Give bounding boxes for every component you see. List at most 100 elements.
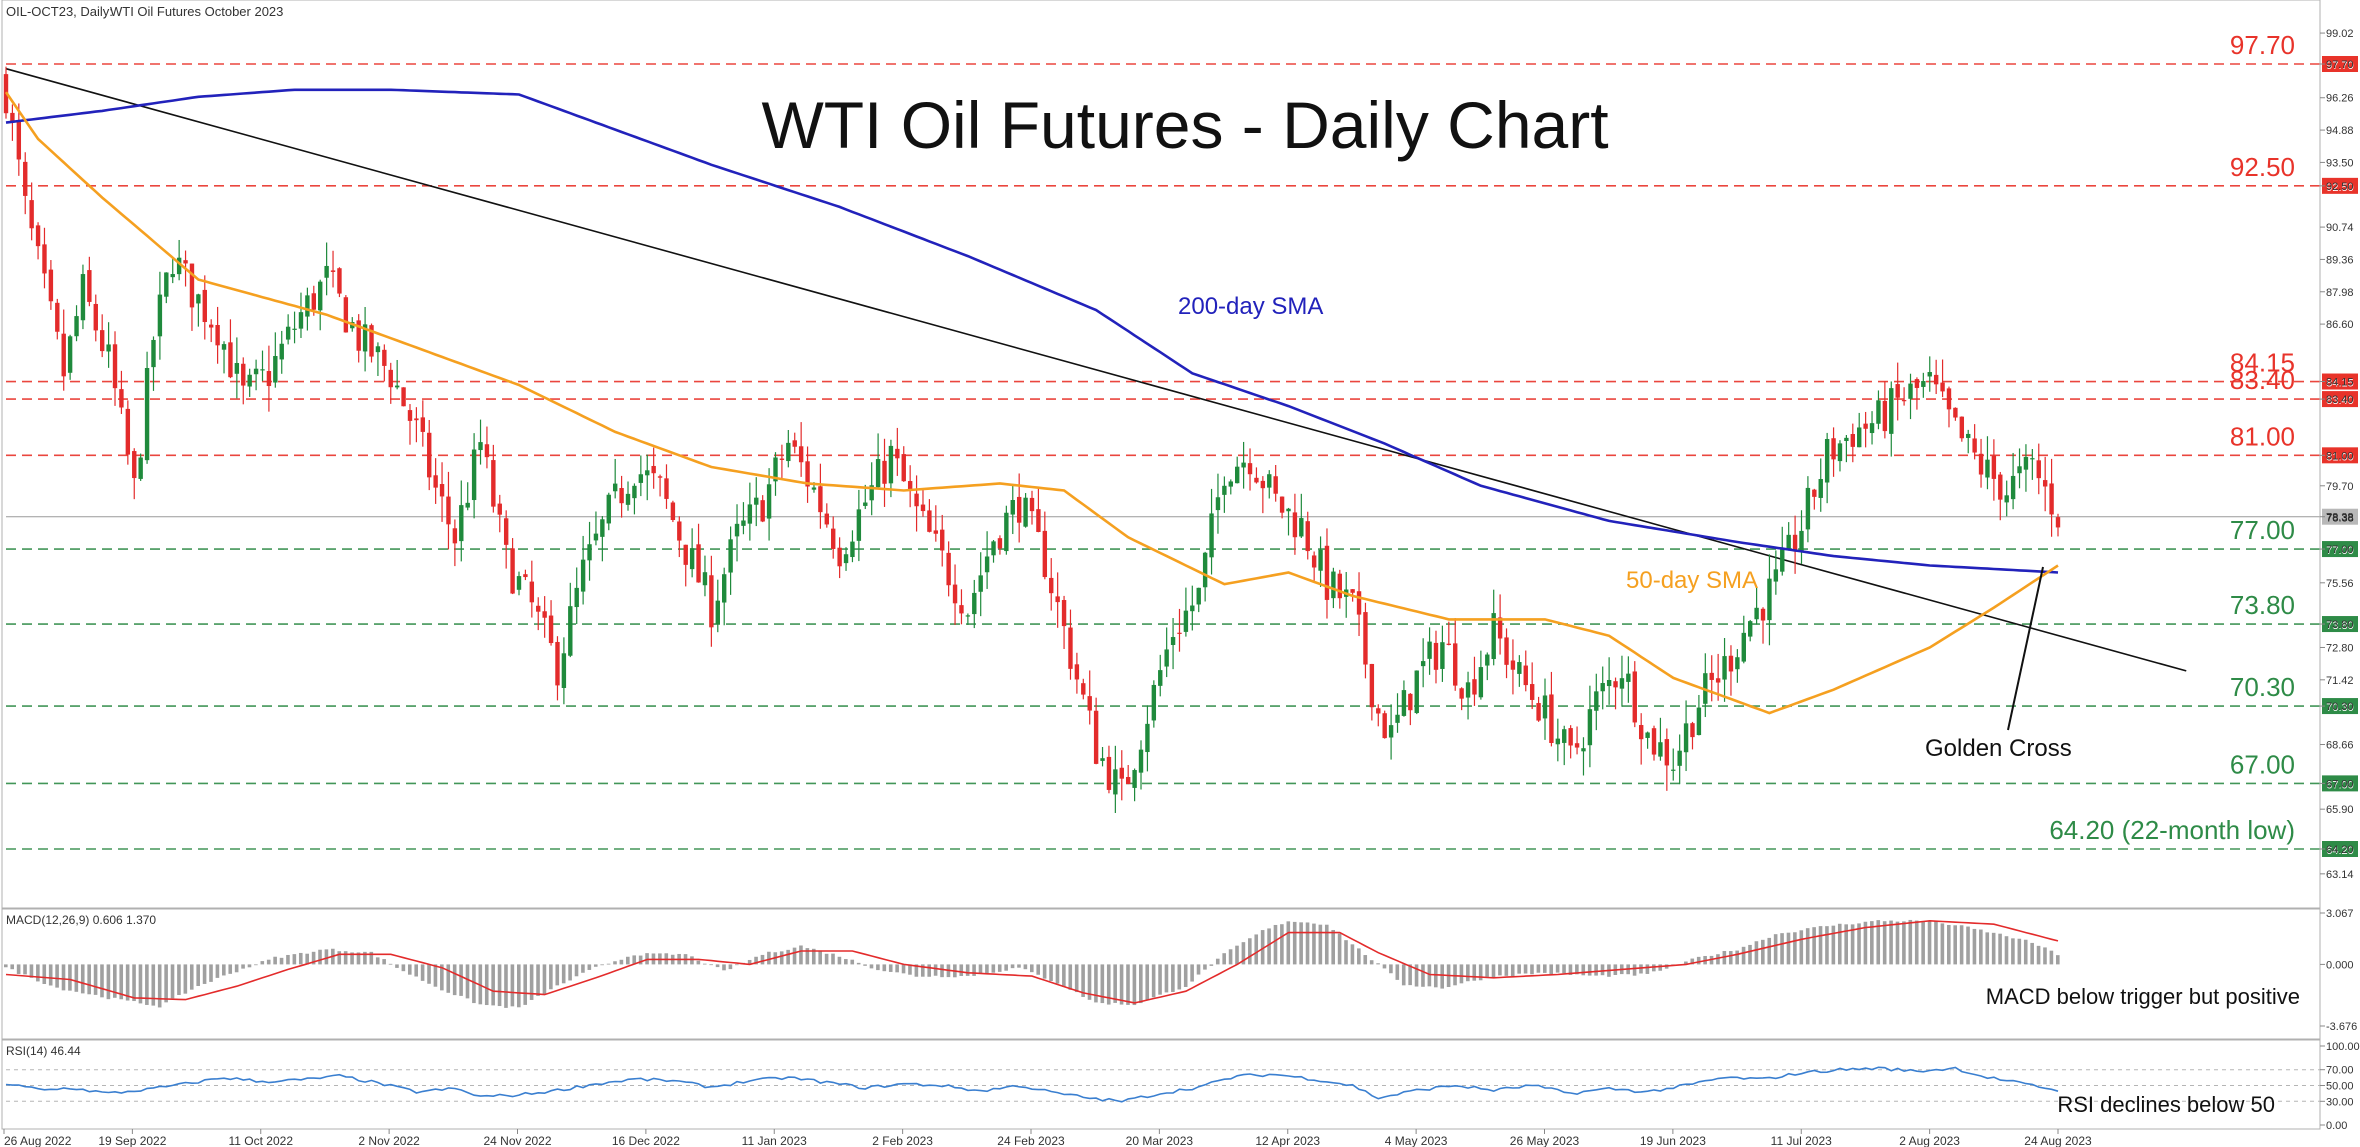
macd-bar	[350, 952, 354, 965]
trendline	[5, 67, 2187, 672]
candle-body	[1440, 642, 1445, 669]
candle-body	[1991, 455, 1997, 479]
macd-bar	[735, 964, 739, 966]
macd-bar	[1940, 923, 1945, 965]
macd-bar	[1357, 948, 1361, 965]
candle-body	[1683, 723, 1689, 753]
candle-body	[87, 270, 92, 302]
macd-bar	[1183, 964, 1188, 987]
macd-bar	[1248, 938, 1252, 965]
candle-body	[1177, 632, 1182, 634]
macd-bar	[1882, 921, 1887, 965]
candle-body	[638, 474, 644, 483]
candle-body	[523, 574, 528, 578]
macd-bar	[1459, 964, 1464, 984]
macd-bar	[1478, 964, 1483, 981]
macd-bar	[74, 964, 79, 992]
macd-bar	[1536, 964, 1541, 973]
date-tick-label: 11 Jul 2023	[1771, 1134, 1832, 1147]
level-badge-text: 70.30	[2326, 702, 2354, 714]
macd-bar	[183, 964, 188, 994]
macd-bar	[2056, 955, 2060, 965]
candle-body	[1311, 555, 1317, 568]
candle-body	[677, 521, 682, 541]
candle-body	[234, 363, 240, 374]
macd-bar	[157, 964, 162, 1008]
candle-body	[1921, 381, 1926, 387]
candle-body	[221, 344, 227, 350]
macd-bar	[1164, 964, 1169, 993]
price-tick-label: 70.30	[2326, 701, 2354, 713]
macd-bar	[536, 964, 540, 996]
macd-bar	[709, 964, 713, 966]
candle-body	[1555, 738, 1561, 745]
macd-bar	[2011, 938, 2015, 965]
candle-body	[157, 294, 163, 337]
level-label: 83.40	[2230, 365, 2295, 395]
candle-body	[439, 484, 445, 497]
level-badge	[2322, 616, 2358, 633]
candle-body	[144, 368, 150, 461]
candle-body	[632, 485, 637, 499]
candle-body	[1876, 400, 1881, 424]
macd-bar	[305, 953, 309, 965]
macd-bar	[613, 961, 617, 965]
price-tick-label: 81.00	[2326, 450, 2354, 462]
macd-bar	[1132, 964, 1137, 1006]
candle-body	[1523, 665, 1528, 686]
date-tick-label: 19 Sep 2022	[98, 1134, 166, 1147]
candle-body	[1901, 400, 1907, 402]
macd-bar	[1414, 964, 1419, 987]
macd-bar	[209, 964, 213, 982]
candle-body	[837, 547, 842, 567]
candle-body	[1164, 649, 1169, 667]
candle-body	[1190, 605, 1195, 612]
macd-bar	[1587, 964, 1592, 976]
macd-bar	[414, 964, 418, 977]
candle-body	[683, 544, 688, 565]
candle-body	[1606, 680, 1612, 687]
candle-body	[23, 161, 28, 196]
candle-body	[1324, 545, 1330, 600]
macd-bar	[1773, 934, 1778, 965]
candles-group	[3, 66, 2061, 813]
macd-bar	[1934, 920, 1938, 965]
candle-body	[414, 418, 419, 421]
macd-bar	[754, 956, 758, 965]
candle-body	[510, 548, 515, 594]
candle-body	[1953, 407, 1958, 418]
macd-bar	[1299, 922, 1303, 965]
candle-body	[619, 488, 624, 504]
level-badge	[2322, 775, 2358, 792]
candle-body	[760, 500, 765, 522]
candle-body	[741, 520, 746, 526]
candle-body	[1542, 695, 1548, 719]
macd-signal-line	[5, 919, 2059, 1004]
macd-bar	[933, 964, 938, 976]
macd-bar	[1113, 964, 1117, 1003]
macd-bar	[1228, 949, 1233, 965]
macd-bar	[1395, 964, 1400, 980]
price-tick-label: 65.90	[2326, 804, 2354, 816]
candle-body	[1741, 632, 1746, 662]
candle-body	[1626, 673, 1631, 682]
level-label: 77.00	[2230, 515, 2295, 545]
macd-bar	[1575, 964, 1579, 975]
macd-bar	[2049, 950, 2054, 965]
macd-bar	[811, 948, 816, 965]
macd-bar	[55, 964, 59, 988]
candle-body	[952, 584, 958, 604]
candle-body	[1780, 548, 1785, 572]
rsi-line	[5, 1066, 2059, 1103]
candle-body	[1305, 521, 1310, 552]
candle-body	[1504, 637, 1509, 665]
macd-bar	[1196, 964, 1201, 975]
candle-body	[61, 333, 66, 377]
candle-body	[593, 533, 599, 541]
candle-body	[914, 493, 919, 507]
candle-body	[940, 529, 945, 551]
candle-body	[1267, 474, 1272, 488]
candle-body	[1889, 388, 1894, 434]
candle-body	[164, 272, 169, 297]
candle-body	[773, 457, 778, 482]
